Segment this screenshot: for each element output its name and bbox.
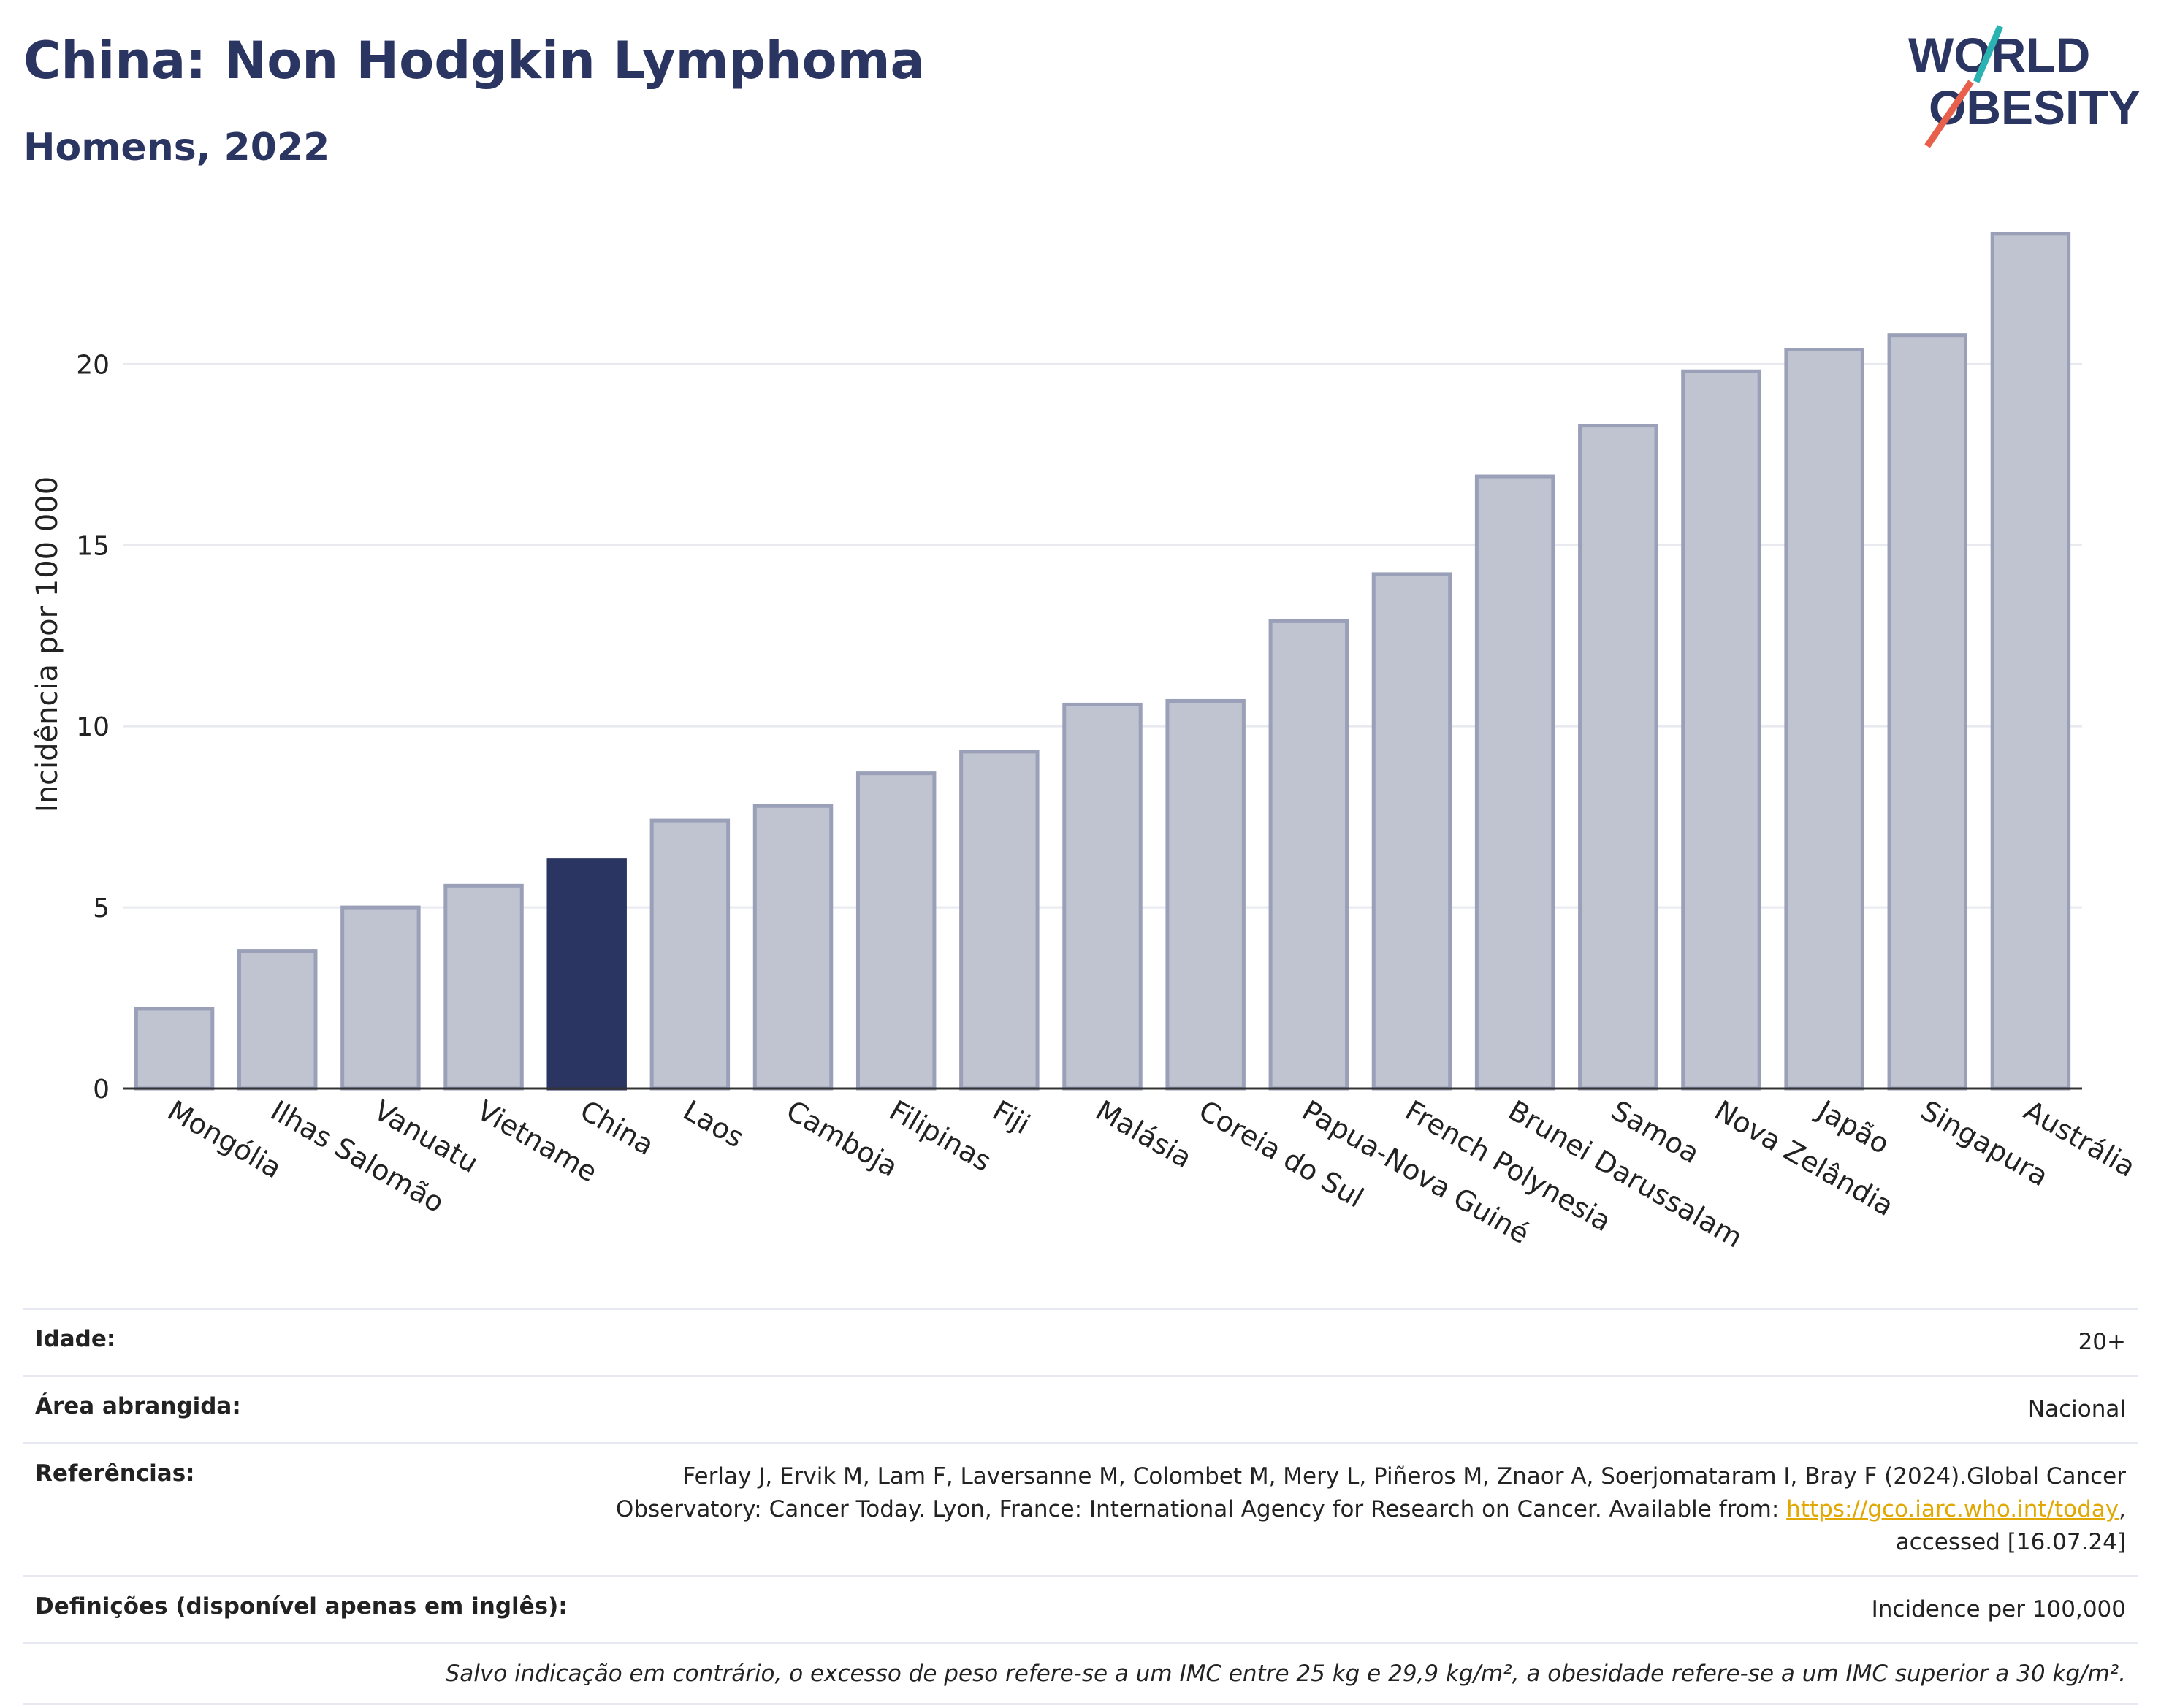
references-value: Ferlay J, Ervik M, Lam F, Laversanne M, … — [555, 1460, 2126, 1559]
info-row-references: Referências: Ferlay J, Ervik M, Lam F, L… — [23, 1441, 2138, 1575]
bar-singapura — [1887, 333, 1967, 1091]
logo-slash-coral — [1924, 80, 1974, 148]
footnote: Salvo indicação em contrário, o excesso … — [445, 1660, 2126, 1687]
bar-vanuatu — [340, 905, 421, 1091]
y-tick-label: 20 — [76, 350, 110, 380]
bar-french-polynesia — [1371, 572, 1452, 1091]
bars — [134, 232, 2071, 1091]
x-tick-label: Laos — [678, 1094, 750, 1154]
bar-papua-nova-guin- — [1268, 619, 1349, 1091]
y-tick-labels: 0 5 10 15 20 — [76, 350, 110, 1105]
references-link[interactable]: https://gco.iarc.who.int/today — [1786, 1495, 2119, 1522]
age-value: 20+ — [2078, 1329, 2126, 1355]
info-row-note: Salvo indicação em contrário, o excesso … — [23, 1642, 2138, 1705]
bar-austr-lia — [1990, 232, 2071, 1091]
world-obesity-logo: WORLD OBESITY — [1908, 25, 2141, 148]
info-row-age: Idade: 20+ — [23, 1308, 2138, 1375]
x-tick-label: Nova Zelândia — [1709, 1094, 1899, 1223]
bar-ilhas-salom-o — [237, 949, 318, 1091]
bar-mal-sia — [1062, 702, 1143, 1091]
area-label: Área abrangida: — [35, 1392, 241, 1419]
bar-vietname — [443, 883, 524, 1091]
bar-jap-o — [1784, 348, 1864, 1091]
x-tick-label: Mongólia — [162, 1094, 287, 1185]
bar-fiji — [959, 750, 1040, 1091]
info-row-area: Área abrangida: Nacional — [23, 1374, 2138, 1442]
definitions-value: Incidence per 100,000 — [1871, 1595, 2126, 1623]
y-tick-label: 5 — [93, 893, 110, 923]
bar-laos — [649, 818, 731, 1091]
y-tick-label: 15 — [76, 531, 110, 561]
x-tick-label: Camboja — [781, 1094, 904, 1183]
area-value: Nacional — [2027, 1395, 2126, 1422]
references-text: Ferlay J, Ervik M, Lam F, Laversanne M, … — [615, 1463, 2126, 1522]
bar-filipinas — [855, 771, 937, 1091]
x-tick-label: Filipinas — [884, 1094, 996, 1178]
info-row-definitions: Definições (disponível apenas em inglês)… — [23, 1574, 2138, 1642]
age-label: Idade: — [35, 1326, 116, 1352]
logo-slash-teal — [1973, 25, 2004, 83]
references-label: Referências: — [35, 1460, 195, 1487]
info-table: Idade: 20+ Área abrangida: Nacional Refe… — [23, 1308, 2138, 1705]
bar-camboja — [752, 804, 834, 1091]
references-accessed: , accessed [16.07.24] — [1895, 1495, 2126, 1555]
y-tick-label: 10 — [76, 712, 110, 742]
chart-title: China: Non Hodgkin Lymphoma — [23, 31, 925, 91]
bar-china — [546, 858, 627, 1091]
bar-samoa — [1578, 424, 1658, 1091]
bar-nova-zel-ndia — [1681, 369, 1761, 1091]
y-axis-label: Incidência por 100 000 — [31, 476, 64, 812]
x-tick-label: Ilhas Salomão — [265, 1094, 449, 1219]
bar-mong-lia — [134, 1007, 215, 1091]
x-tick-label: Fiji — [987, 1094, 1035, 1140]
bar-coreia-do-sul — [1165, 698, 1246, 1091]
chart-subtitle: Homens, 2022 — [23, 126, 330, 169]
y-tick-label: 0 — [93, 1075, 110, 1105]
definitions-label: Definições (disponível apenas em inglês)… — [35, 1593, 568, 1620]
x-tick-label: Malásia — [1091, 1094, 1197, 1175]
bar-brunei-darussalam — [1474, 474, 1555, 1091]
